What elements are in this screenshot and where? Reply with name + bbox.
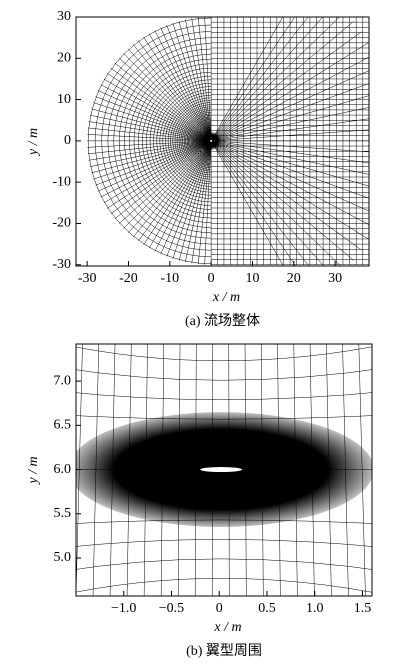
- y-tick-label: 6.0: [54, 462, 72, 477]
- x-tick-label: −1.0: [111, 601, 136, 616]
- x-tick-label: 1.0: [306, 601, 324, 616]
- x-tick-label: 0: [208, 271, 215, 286]
- mesh-lines: [87, 17, 369, 266]
- y-tick-label: -30: [52, 257, 71, 272]
- x-tick-label: -10: [160, 271, 179, 286]
- airfoil: [200, 467, 243, 473]
- x-tick-label: 0.5: [258, 601, 276, 616]
- x-tick-label: -20: [119, 271, 138, 286]
- caption: (a) 流场整体: [185, 313, 260, 329]
- x-tick-label: 20: [287, 271, 301, 286]
- caption: (b) 翼型周围: [186, 643, 262, 659]
- y-tick-label: 7.0: [54, 373, 72, 388]
- y-tick-label: -10: [52, 174, 71, 189]
- y-tick-label: 5.0: [54, 550, 72, 565]
- x-tick-label: 10: [245, 271, 259, 286]
- y-tick-label: 0: [64, 133, 71, 148]
- y-tick-label: 30: [57, 9, 71, 24]
- y-tick-label: 6.5: [54, 418, 72, 433]
- x-tick-label: -30: [78, 271, 97, 286]
- x-axis-label: x / m: [212, 290, 240, 305]
- y-axis-label: y / m: [26, 456, 41, 485]
- y-tick-label: -20: [52, 216, 71, 231]
- y-tick-label: 5.5: [54, 506, 72, 521]
- mesh: [76, 344, 372, 596]
- x-tick-label: −0.5: [159, 601, 184, 616]
- airfoil: [210, 139, 213, 142]
- y-axis-label: y / m: [26, 128, 41, 157]
- y-tick-label: 10: [57, 92, 71, 107]
- x-tick-label: 1.5: [354, 601, 372, 616]
- plot-frame: [75, 16, 370, 267]
- mesh: [87, 17, 369, 266]
- y-tick-label: 20: [57, 51, 71, 66]
- x-axis-label: x / m: [213, 620, 241, 635]
- x-tick-label: 30: [328, 271, 342, 286]
- x-tick-label: 0: [216, 601, 223, 616]
